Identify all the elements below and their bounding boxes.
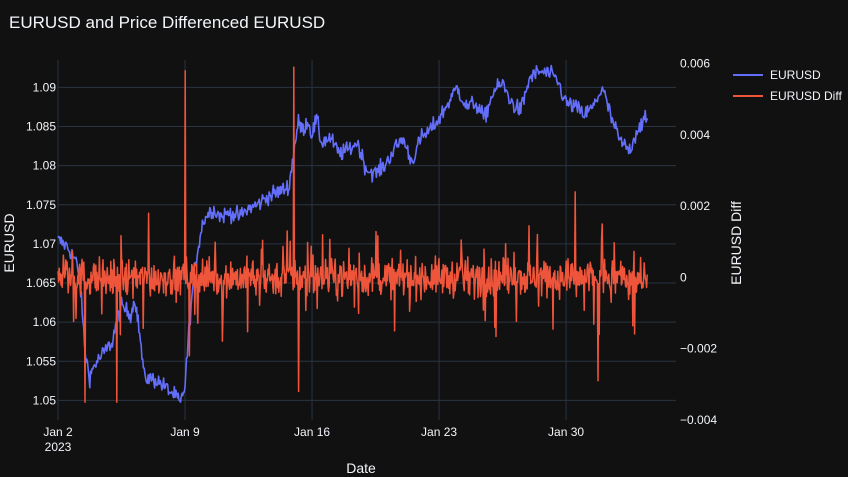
- series-line-eurusd-diff: [57, 66, 648, 403]
- y2-tick-label: 0.004: [680, 128, 710, 142]
- y-axis-title: EURUSD: [1, 213, 17, 272]
- y-axis-ticks: 1.05 1.055 1.06 1.065 1.07 1.075 1.08 1.085 1.09: [26, 80, 56, 407]
- legend: EURUSD EURUSD Diff: [733, 68, 842, 103]
- y2-axis-ticks: −0.004 −0.002 0 0.002 0.004 0.006: [680, 57, 717, 427]
- y2-tick-label: −0.004: [680, 413, 717, 427]
- y2-axis-title: EURUSD Diff: [728, 201, 744, 285]
- y-tick-label: 1.08: [33, 159, 57, 173]
- y-tick-label: 1.075: [26, 198, 56, 212]
- x-tick-label: Jan 30: [548, 425, 584, 439]
- y-tick-label: 1.055: [26, 354, 56, 368]
- x-tick-sublabel: 2023: [45, 440, 72, 454]
- x-tick-label: Jan 16: [294, 425, 330, 439]
- legend-label-eurusd-diff[interactable]: EURUSD Diff: [770, 89, 842, 103]
- y-tick-label: 1.06: [33, 315, 57, 329]
- y-tick-label: 1.085: [26, 120, 56, 134]
- y-tick-label: 1.065: [26, 276, 56, 290]
- y2-tick-label: 0: [680, 270, 687, 284]
- plot-area: [57, 64, 649, 403]
- x-tick-label: Jan 9: [170, 425, 200, 439]
- y2-tick-label: 0.002: [680, 199, 710, 213]
- y-tick-label: 1.07: [33, 237, 57, 251]
- y2-tick-label: −0.002: [680, 342, 717, 356]
- y2-tick-label: 0.006: [680, 57, 710, 71]
- legend-label-eurusd[interactable]: EURUSD: [770, 68, 821, 82]
- y-tick-label: 1.05: [33, 393, 57, 407]
- x-axis-title: Date: [346, 460, 376, 476]
- x-tick-label: Jan 2: [43, 425, 73, 439]
- x-tick-label: Jan 23: [421, 425, 457, 439]
- chart-title: EURUSD and Price Differenced EURUSD: [9, 13, 325, 32]
- y-tick-label: 1.09: [33, 80, 57, 94]
- series-line-eurusd: [57, 64, 649, 403]
